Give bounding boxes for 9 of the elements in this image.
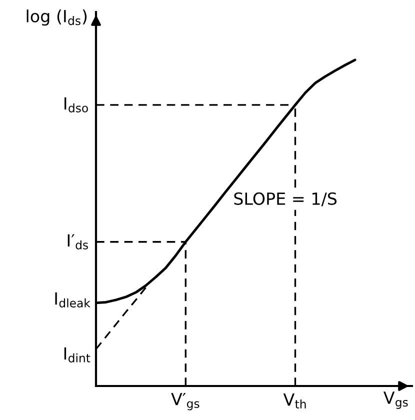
annotation: SLOPE = 1/S bbox=[234, 192, 337, 206]
ref-line-label: I′$_{ds}$ bbox=[68, 234, 88, 250]
x-tick-label: V′$_{gs}$ bbox=[171, 392, 200, 410]
y-axis-title: log (I$_{ds}$) bbox=[26, 10, 87, 26]
x-axis-title: V$_{gs}$ bbox=[383, 392, 408, 409]
text: I$_{dleak}$ bbox=[55, 292, 90, 308]
text: I$_{dint}$ bbox=[64, 347, 90, 362]
x-tick-label: V$_{th}$ bbox=[283, 393, 306, 408]
ref-line-label: I$_{dso}$ bbox=[64, 97, 88, 112]
